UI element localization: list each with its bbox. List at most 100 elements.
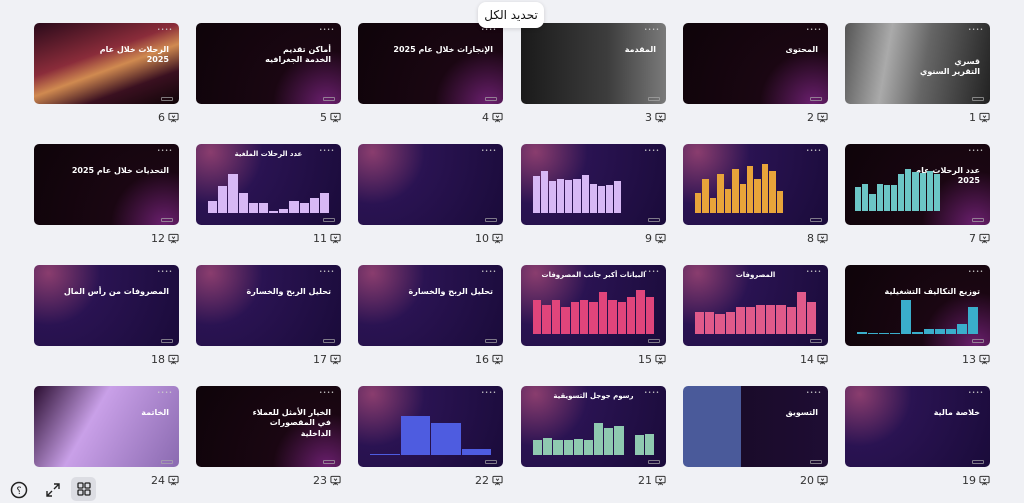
bar — [776, 190, 784, 213]
brand-logo — [972, 460, 984, 464]
slide-thumbnail-24[interactable]: •••• الخاتمة — [34, 386, 179, 467]
slide-title: التحديات خلال عام 2025 — [71, 166, 169, 175]
bar — [905, 169, 912, 211]
slide-number-label: 16 — [475, 353, 489, 366]
bar — [786, 307, 796, 334]
select-all-button[interactable]: تحديد الكل — [478, 2, 544, 28]
bar-chart — [855, 162, 941, 211]
brand-logo — [810, 460, 822, 464]
slide-thumbnail-10[interactable]: •••• — [358, 144, 503, 225]
grid-view-button[interactable] — [71, 477, 96, 501]
presentation-icon — [817, 354, 828, 365]
slide-title: رسوم جوجل التسويقية — [553, 392, 634, 400]
slide-thumbnail-2[interactable]: •••• المحتوى — [683, 23, 828, 104]
help-button[interactable]: ؟ — [8, 479, 30, 501]
bar — [890, 185, 898, 211]
bar — [923, 329, 934, 334]
slide-thumbnail-15[interactable]: •••• البيانات أكبر جانب المصروفات — [521, 265, 666, 346]
bar — [579, 299, 589, 334]
slide-number-22: 22 — [475, 474, 503, 487]
slide-thumbnail-17[interactable]: •••• تحليل الربح والخسارة — [196, 265, 341, 346]
slide-thumbnail-13[interactable]: •••• توزيع التكاليف التشغيلية — [845, 265, 990, 346]
menu-dots-icon: •••• — [157, 269, 173, 275]
slide-thumbnail-1[interactable]: •••• قسري التقرير السنوي — [845, 23, 990, 104]
slide-thumbnail-21[interactable]: •••• رسوم جوجل التسويقية — [521, 386, 666, 467]
brand-logo — [485, 97, 497, 101]
slide-thumbnail-18[interactable]: •••• المصروفات من رأس المال — [34, 265, 179, 346]
bar — [769, 171, 776, 213]
slide-number-23: 23 — [313, 474, 341, 487]
presentation-icon — [492, 112, 503, 123]
slide-title: الخيار الأمثل للعملاء في المقصورات الداخ… — [252, 408, 331, 438]
slide-thumbnail-4[interactable]: •••• الإنجازات خلال عام 2025 — [358, 23, 503, 104]
presentation-icon — [655, 112, 666, 123]
slide-thumbnail-11[interactable]: •••• عدد الرحلات الملغية — [196, 144, 341, 225]
bar-chart — [695, 164, 784, 213]
bar — [594, 423, 604, 455]
menu-dots-icon: •••• — [319, 390, 335, 396]
bar — [626, 297, 636, 334]
bar — [258, 203, 269, 213]
bar — [724, 188, 732, 213]
slide-thumbnail-22[interactable]: •••• — [358, 386, 503, 467]
bar — [702, 178, 709, 213]
bar — [598, 292, 608, 334]
slide-thumbnail-23[interactable]: •••• الخيار الأمثل للعملاء في المقصورات ا… — [196, 386, 341, 467]
bar — [581, 174, 589, 213]
slide-thumbnail-14[interactable]: •••• المصروفات — [683, 265, 828, 346]
slide-thumbnail-19[interactable]: •••• خلاصة مالية — [845, 386, 990, 467]
bar — [583, 440, 594, 455]
bar — [573, 439, 583, 455]
slide-number-label: 17 — [313, 353, 327, 366]
brand-logo — [161, 218, 173, 222]
bar — [570, 302, 579, 334]
expand-arrows-icon — [46, 483, 60, 497]
bar — [248, 203, 258, 213]
slide-thumbnail-9[interactable]: •••• — [521, 144, 666, 225]
presentation-icon — [655, 233, 666, 244]
slide-thumbnail-16[interactable]: •••• تحليل الربح والخسارة — [358, 265, 503, 346]
slide-number-label: 18 — [151, 353, 165, 366]
slide-number-9: 9 — [645, 232, 666, 245]
slide-number-20: 20 — [800, 474, 828, 487]
slide-thumbnail-6[interactable]: •••• الرحلات خلال عام 2025 — [34, 23, 179, 104]
slide-number-1: 1 — [969, 111, 990, 124]
bar — [695, 311, 705, 334]
slide-thumbnail-7[interactable]: •••• عدد الرحلات عام 2025 — [845, 144, 990, 225]
menu-dots-icon: •••• — [806, 390, 822, 396]
bar — [766, 304, 776, 334]
bar — [695, 193, 702, 213]
bar — [876, 184, 883, 211]
slide-number-7: 7 — [969, 232, 990, 245]
slide-number-label: 2 — [807, 111, 814, 124]
bar — [862, 184, 869, 211]
bar — [613, 181, 622, 213]
slide-number-15: 15 — [638, 353, 666, 366]
bar — [879, 332, 890, 334]
slide-number-13: 13 — [962, 353, 990, 366]
presentation-icon — [330, 112, 341, 123]
slide-thumbnail-8[interactable]: •••• — [683, 144, 828, 225]
bar — [551, 299, 561, 334]
slide-number-label: 6 — [158, 111, 165, 124]
slide-number-label: 7 — [969, 232, 976, 245]
menu-dots-icon: •••• — [319, 269, 335, 275]
bar — [890, 332, 901, 334]
bar-chart — [370, 406, 491, 455]
bar — [634, 435, 644, 455]
slide-number-label: 21 — [638, 474, 652, 487]
presentation-icon — [168, 354, 179, 365]
fullscreen-button[interactable] — [42, 479, 64, 501]
slide-number-label: 13 — [962, 353, 976, 366]
presentation-icon — [979, 233, 990, 244]
slide-number-label: 15 — [638, 353, 652, 366]
slide-thumbnail-3[interactable]: •••• المقدمة — [521, 23, 666, 104]
slide-title: المصروفات من رأس المال — [63, 287, 169, 296]
bar — [208, 200, 218, 213]
slide-thumbnail-5[interactable]: •••• أماكن تقديم الخدمة الجغرافيه — [196, 23, 341, 104]
bar — [926, 170, 933, 211]
slide-thumbnail-20[interactable]: •••• التسويق — [683, 386, 828, 467]
slide-thumbnail-12[interactable]: •••• التحديات خلال عام 2025 — [34, 144, 179, 225]
menu-dots-icon: •••• — [806, 27, 822, 33]
presentation-icon — [492, 354, 503, 365]
